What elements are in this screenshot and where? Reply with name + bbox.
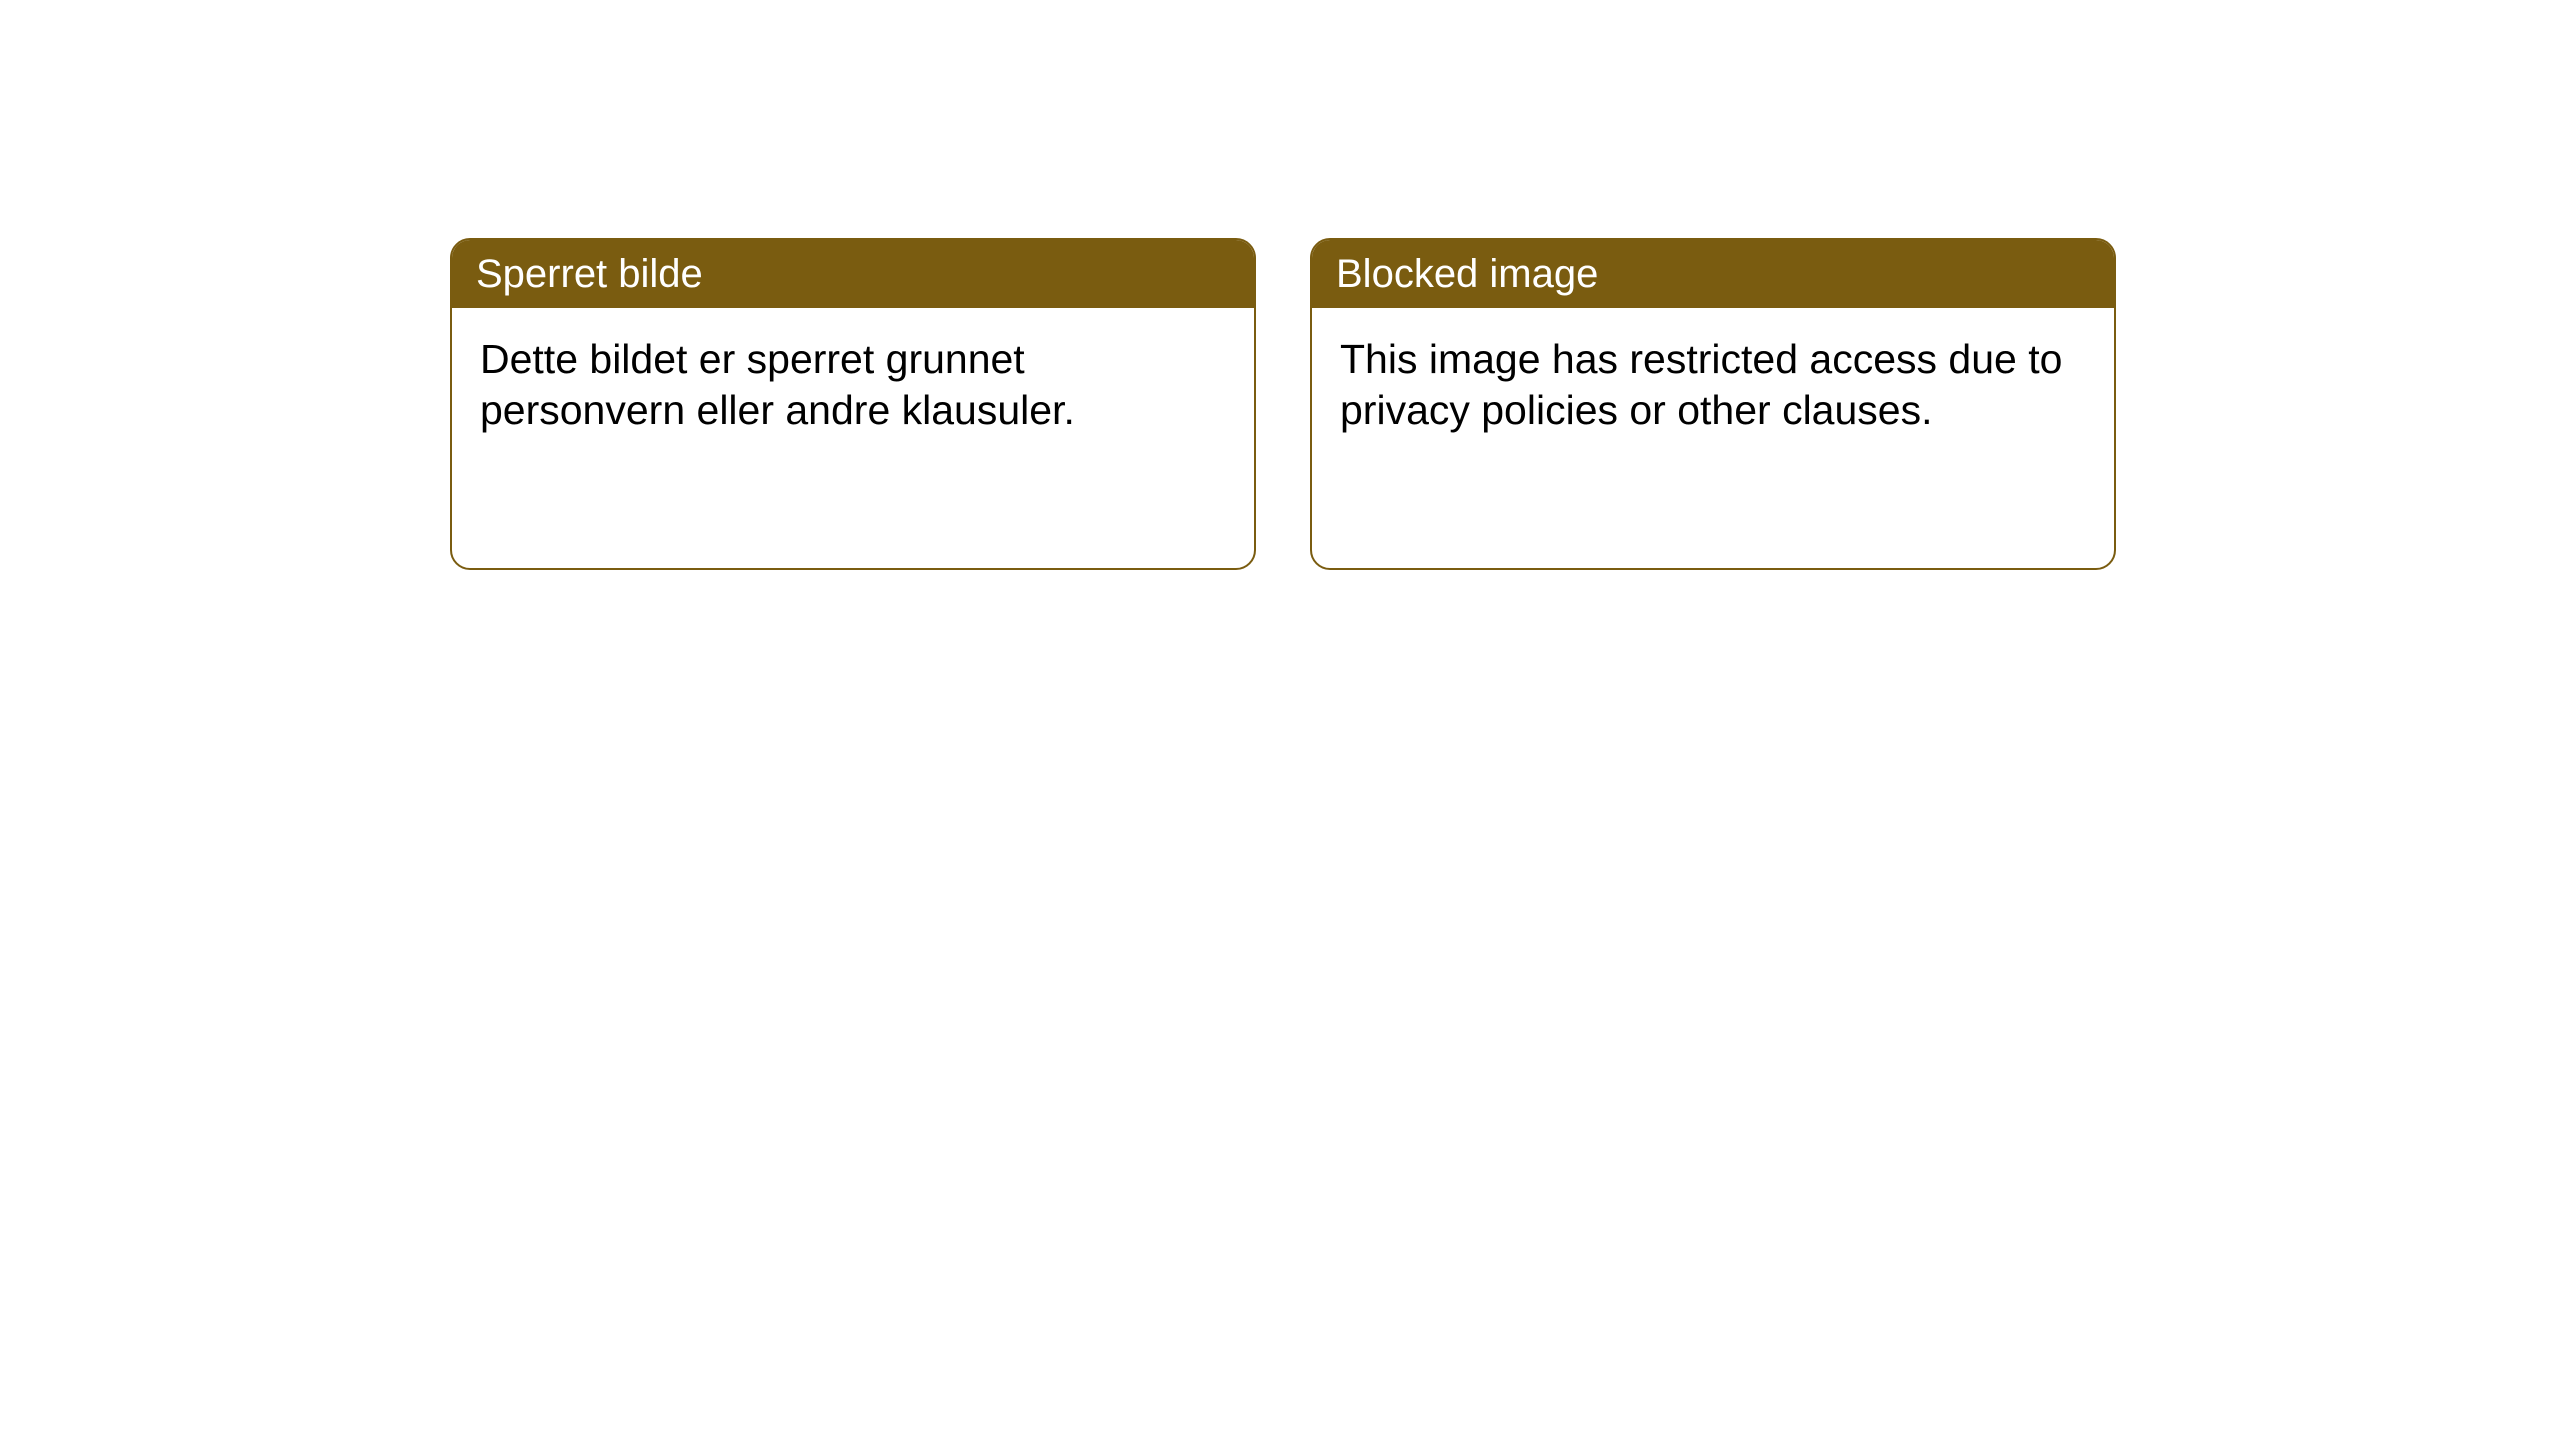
- notice-body: Dette bildet er sperret grunnet personve…: [452, 308, 1254, 463]
- notice-text: Dette bildet er sperret grunnet personve…: [480, 336, 1075, 433]
- notice-header: Sperret bilde: [452, 240, 1254, 308]
- notice-title: Sperret bilde: [476, 252, 703, 296]
- notice-box-english: Blocked image This image has restricted …: [1310, 238, 2116, 570]
- notice-body: This image has restricted access due to …: [1312, 308, 2114, 463]
- notice-title: Blocked image: [1336, 252, 1598, 296]
- notice-text: This image has restricted access due to …: [1340, 336, 2062, 433]
- notice-container: Sperret bilde Dette bildet er sperret gr…: [0, 0, 2560, 570]
- notice-header: Blocked image: [1312, 240, 2114, 308]
- notice-box-norwegian: Sperret bilde Dette bildet er sperret gr…: [450, 238, 1256, 570]
